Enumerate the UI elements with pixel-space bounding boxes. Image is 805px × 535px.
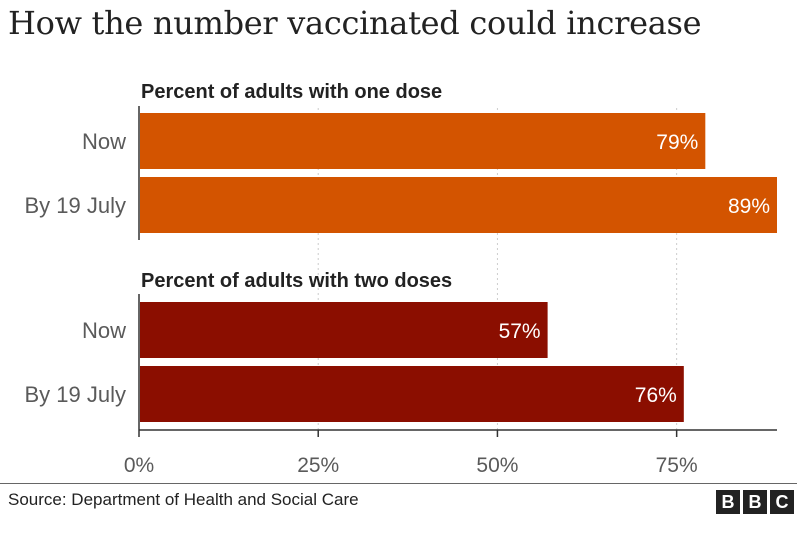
footer-divider xyxy=(0,483,797,484)
bbc-logo-letter-1: B xyxy=(716,490,740,514)
bbc-logo-letter-2: B xyxy=(743,490,767,514)
bar xyxy=(140,177,777,233)
bar xyxy=(140,366,684,422)
data-label: 76% xyxy=(635,384,677,407)
bar-chart: Percent of adults with one dose Now 79% By … xyxy=(25,81,777,477)
data-label: 89% xyxy=(728,195,770,218)
bar xyxy=(140,113,706,169)
data-label: 79% xyxy=(656,131,698,154)
bbc-logo-letter-3: C xyxy=(770,490,794,514)
x-tick-label: 25% xyxy=(297,454,339,477)
bbc-logo: B B C xyxy=(716,490,794,514)
category-label: By 19 July xyxy=(25,193,127,218)
data-label: 57% xyxy=(499,320,541,343)
x-tick-label: 75% xyxy=(656,454,698,477)
x-tick-label: 50% xyxy=(476,454,518,477)
source-note: Source: Department of Health and Social … xyxy=(8,490,359,509)
category-label: Now xyxy=(82,318,126,343)
x-tick-label: 0% xyxy=(124,454,154,477)
panel-title: Percent of adults with one dose xyxy=(141,81,442,103)
bar xyxy=(140,302,548,358)
panel-title: Percent of adults with two doses xyxy=(141,270,452,292)
category-label: By 19 July xyxy=(25,382,127,407)
category-label: Now xyxy=(82,129,126,154)
chart-title: How the number vaccinated could increase xyxy=(8,4,702,42)
